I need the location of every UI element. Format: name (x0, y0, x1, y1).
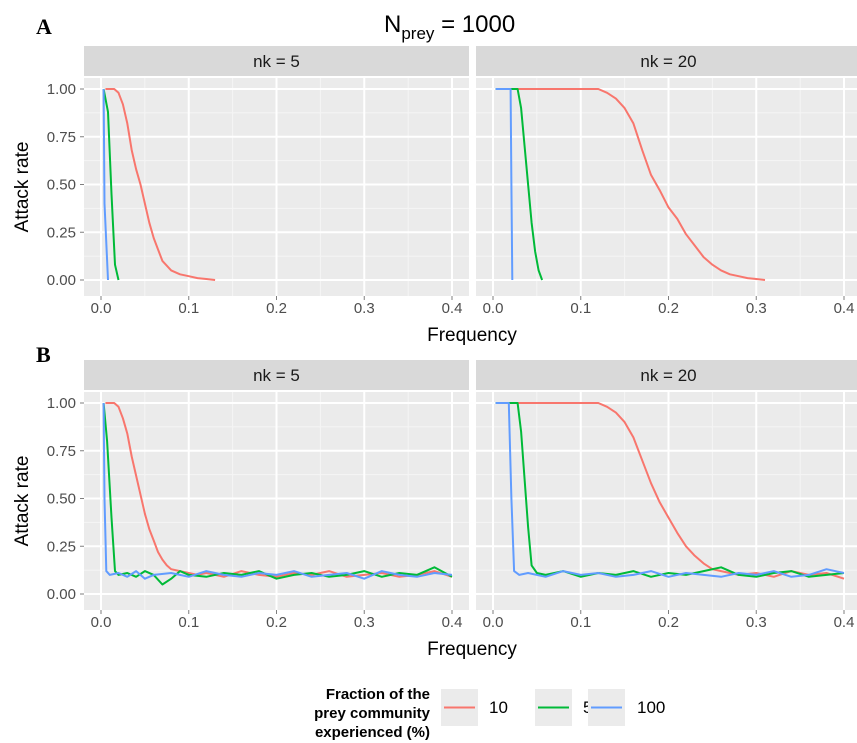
y-tick-label: 0.50 (47, 177, 76, 194)
series-line-50 (102, 88, 120, 281)
legend: Fraction of the prey community experienc… (314, 686, 665, 741)
x-tick-label: 0.0 (483, 300, 504, 317)
x-tick-label: 0.2 (658, 300, 679, 317)
x-tick-label: 0.4 (834, 300, 855, 317)
facet: nk = 20 0.0 0.1 0.2 0.3 0.4 (476, 360, 857, 631)
chart-panel-a: nk = 5 0.0 0.1 0.2 0.3 0.4 0.00 0.25 0.50 0.75 1.0… (12, 46, 857, 346)
series-line-100 (495, 402, 845, 578)
facet-strip (84, 360, 469, 390)
figure-title: Nprey = 1000 (384, 11, 515, 43)
series-line-10 (495, 88, 766, 281)
y-tick-label: 0.25 (47, 538, 76, 555)
y-tick-label: 0.25 (47, 224, 76, 241)
y-axis-title: Attack rate (12, 456, 33, 547)
series-line-50 (495, 402, 845, 578)
y-tick-label: 0.00 (47, 586, 76, 603)
series-line-10 (105, 88, 216, 281)
legend-title-line: prey community (314, 705, 431, 722)
series-line-50 (495, 88, 544, 281)
x-tick-label: 0.0 (483, 614, 504, 631)
x-tick-label: 0.2 (266, 614, 287, 631)
y-tick-label: 0.75 (47, 129, 76, 146)
facet-strip-label: nk = 20 (640, 366, 696, 385)
x-tick-label: 0.1 (570, 300, 591, 317)
series-line-100 (102, 402, 453, 580)
x-tick-label: 0.0 (91, 300, 112, 317)
legend-title-line: Fraction of the (326, 686, 430, 703)
x-tick-label: 0.0 (91, 614, 112, 631)
x-tick-label: 0.1 (178, 614, 199, 631)
facet-strip-label: nk = 20 (640, 52, 696, 71)
y-tick-label: 0.50 (47, 491, 76, 508)
series-line-10 (105, 402, 453, 578)
facet: nk = 5 0.0 0.1 0.2 0.3 0.4 0.00 0.25 0.50 0.75 1.0… (47, 46, 469, 317)
x-tick-label: 0.2 (266, 300, 287, 317)
y-tick-label: 0.75 (47, 443, 76, 460)
y-tick-label: 1.00 (47, 395, 76, 412)
facet-strip (476, 360, 857, 390)
facet: nk = 20 0.0 0.1 0.2 0.3 0.4 (476, 46, 857, 317)
x-tick-label: 0.4 (442, 300, 463, 317)
x-tick-label: 0.3 (746, 614, 767, 631)
chart-root: nk = 5 0.0 0.1 0.2 0.3 0.4 0.00 0.25 0.50 0.75 1.0… (12, 46, 857, 660)
x-axis-title: Frequency (427, 325, 517, 346)
series-line-100 (102, 88, 109, 281)
facet-strip (84, 46, 469, 76)
legend-label: 100 (637, 698, 665, 717)
panel-letter-b: B (36, 342, 51, 367)
facet-strip (476, 46, 857, 76)
y-tick-label: 0.00 (47, 272, 76, 289)
facet-strip-label: nk = 5 (253, 52, 300, 71)
legend-title-line: experienced (%) (315, 724, 430, 741)
x-tick-label: 0.4 (442, 614, 463, 631)
x-axis-title: Frequency (427, 639, 517, 660)
series-line-10 (495, 402, 845, 580)
x-tick-label: 0.4 (834, 614, 855, 631)
x-tick-label: 0.3 (746, 300, 767, 317)
y-axis-title: Attack rate (12, 142, 33, 233)
panel-letter-a: A (36, 14, 52, 39)
x-tick-label: 0.1 (570, 614, 591, 631)
x-tick-label: 0.3 (354, 614, 375, 631)
x-tick-label: 0.1 (178, 300, 199, 317)
series-line-100 (495, 88, 514, 281)
plot-background (476, 78, 857, 296)
facet-strip-label: nk = 5 (253, 366, 300, 385)
x-tick-label: 0.2 (658, 614, 679, 631)
facet: nk = 5 0.0 0.1 0.2 0.3 0.4 0.00 0.25 0.50 0.75 1.0… (47, 360, 469, 631)
x-tick-label: 0.3 (354, 300, 375, 317)
chart-panel-b: nk = 5 0.0 0.1 0.2 0.3 0.4 0.00 0.25 0.50 0.75 1.0… (12, 360, 857, 660)
y-tick-label: 1.00 (47, 81, 76, 98)
legend-label: 10 (489, 698, 508, 717)
